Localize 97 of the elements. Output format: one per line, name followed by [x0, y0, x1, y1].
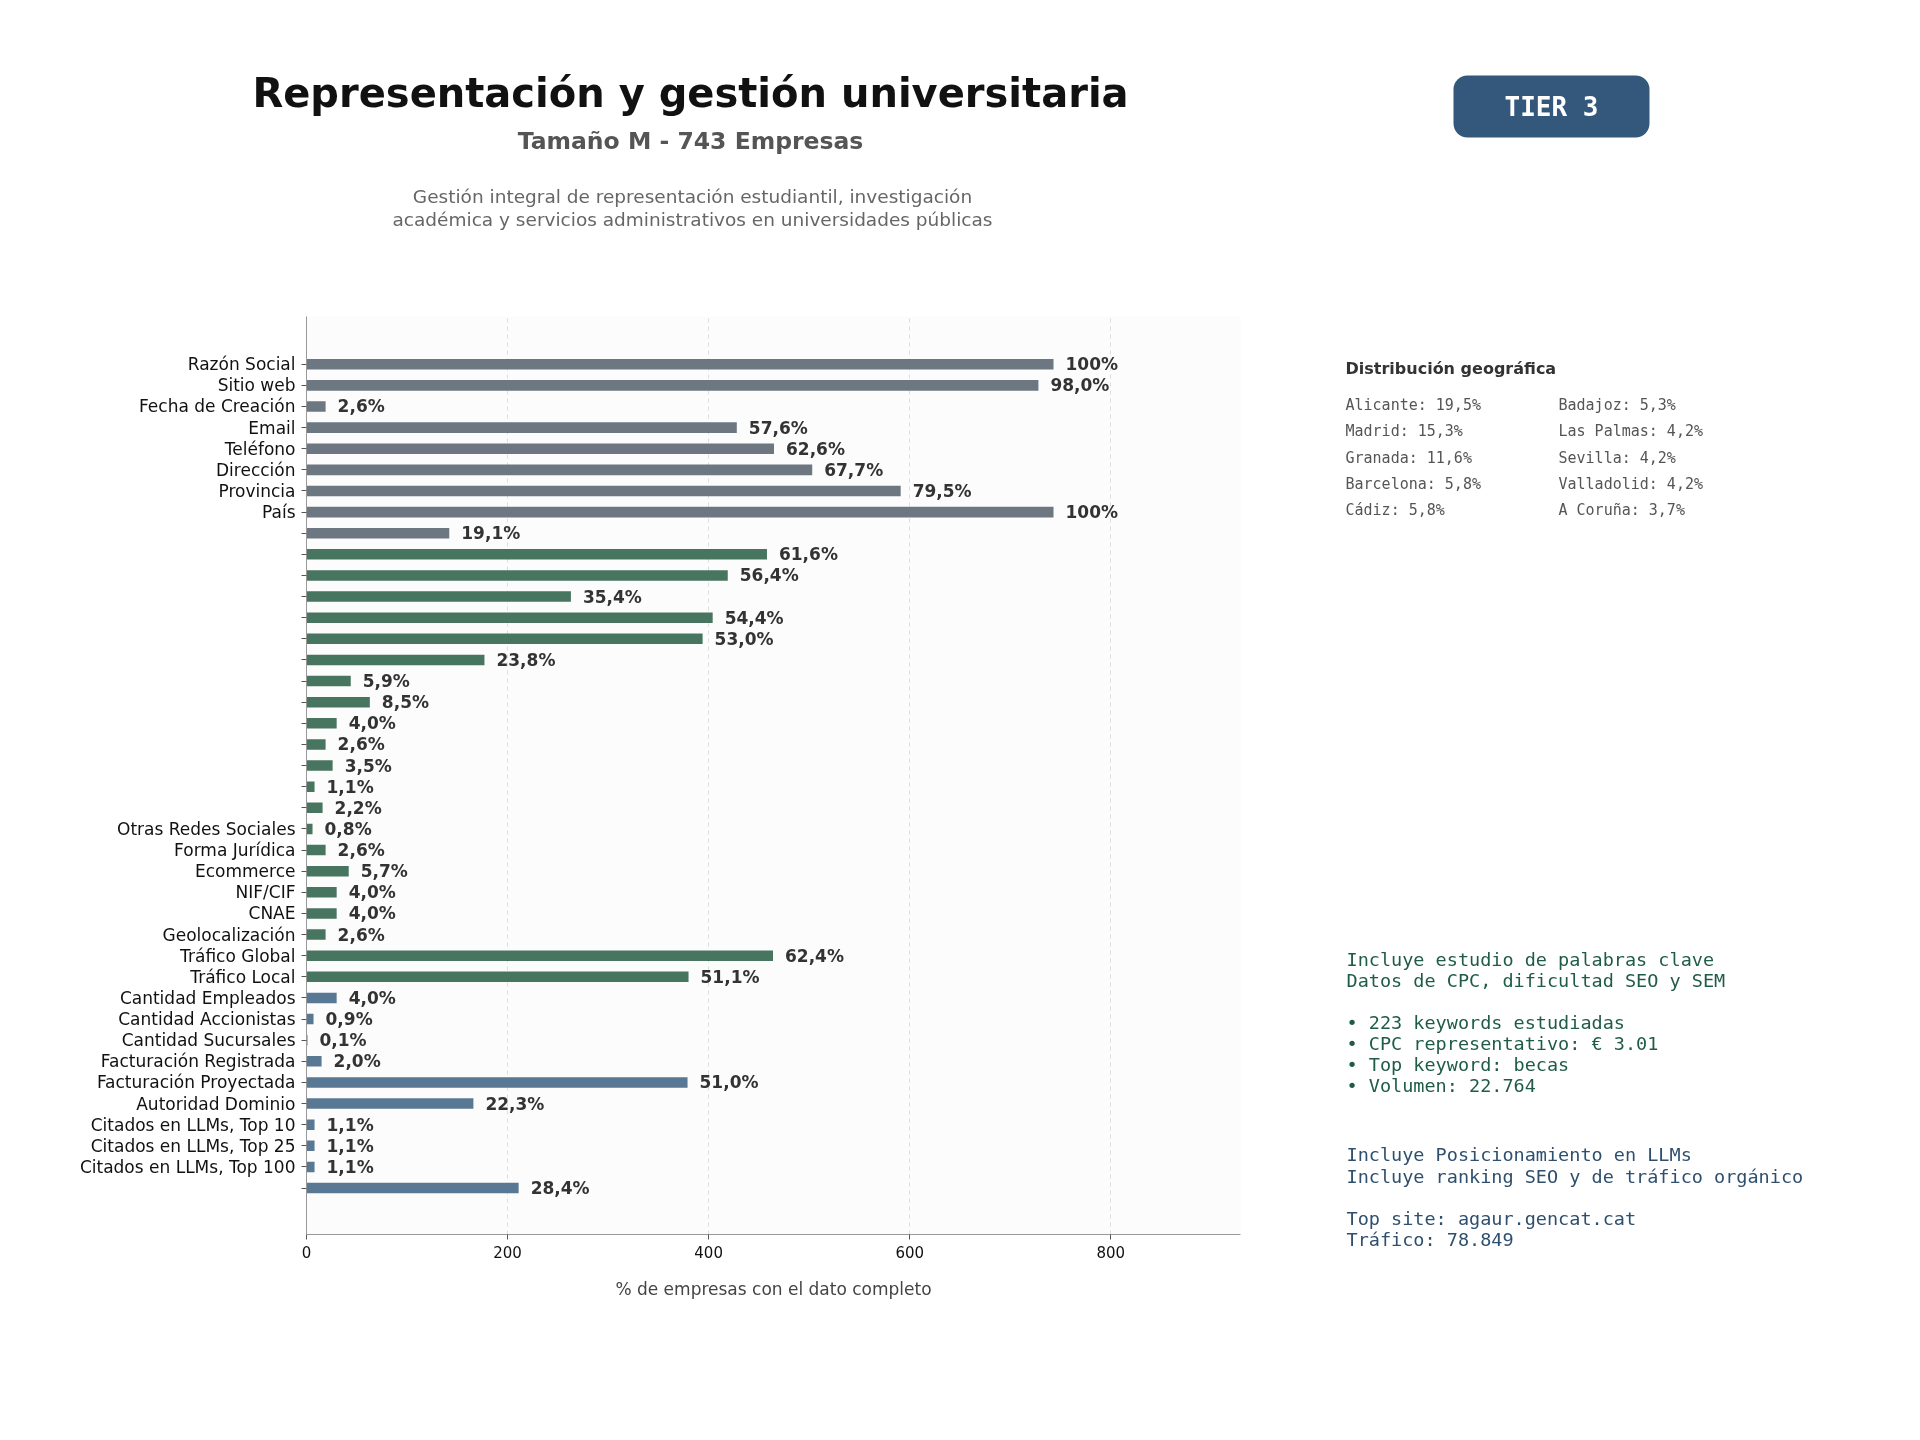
annotation: 4,0% [348, 882, 396, 903]
annotation: 100% [1065, 354, 1119, 375]
annotation: 1,1% [326, 1135, 374, 1156]
annotation: 57,6% [748, 417, 808, 438]
text: Datos de CPC, dificultad SEO y SEM [1346, 970, 1726, 991]
y-tick-label: Ecommerce [195, 861, 296, 882]
annotation: 61,6% [778, 544, 838, 565]
y-tick-label: Cantidad Accionistas [118, 1009, 296, 1030]
y-tick-label: País [262, 502, 296, 523]
annotation: 23,8% [496, 649, 556, 670]
text: Gestión integral de representación estudiantil, investigación [412, 186, 973, 207]
y-tick-label: Forma Jurídica [174, 840, 296, 861]
x-axis-title: % de empresas con el dato completo [615, 1278, 932, 1299]
annotation: 2,2% [334, 797, 382, 818]
text: TIER 3 [1504, 91, 1599, 122]
y-tick-label: Cantidad Sucursales [121, 1030, 296, 1051]
text: Alicante: 19,5% [1345, 395, 1481, 414]
annotation: 62,4% [785, 945, 844, 966]
chart-subtitle: Tamaño M - 743 Empresas [517, 126, 864, 155]
text: • CPC representativo: € 3.01 [1346, 1033, 1659, 1054]
annotation: 8,5% [381, 692, 429, 713]
text: Granada: 11,6% [1345, 448, 1472, 467]
text: Cádiz: 5,8% [1345, 500, 1445, 519]
annotation: 2,6% [337, 396, 385, 417]
annotation: 1,1% [326, 1156, 374, 1177]
annotation: 0,9% [325, 1009, 373, 1030]
text: • Volumen: 22.764 [1346, 1075, 1536, 1096]
annotation: 22,3% [485, 1093, 545, 1114]
annotation: 0,1% [319, 1030, 367, 1051]
annotation: 4,0% [348, 987, 396, 1008]
y-tick-label: Otras Redes Sociales [117, 818, 296, 839]
y-tick-label: Provincia [218, 480, 296, 501]
annotation: 5,9% [362, 671, 410, 692]
y-tick-label: Email [248, 417, 296, 438]
annotation: 98,0% [1050, 375, 1110, 396]
y-tick-label: CNAE [248, 903, 296, 924]
y-tick-label: Citados en LLMs, Top 10 [90, 1114, 296, 1135]
annotation: 4,0% [348, 903, 396, 924]
x-tick-label: 400 [694, 1243, 723, 1262]
annotation: 2,6% [337, 840, 385, 861]
annotation: 54,4% [724, 607, 784, 628]
x-tick-label: 0 [301, 1243, 312, 1262]
annotation: 1,1% [326, 1114, 374, 1135]
annotation: 1,1% [326, 776, 374, 797]
annotation: 51,1% [700, 966, 760, 987]
annotation: 79,5% [912, 480, 972, 501]
y-tick-label: NIF/CIF [235, 882, 296, 903]
text: • 223 keywords estudiadas [1346, 1012, 1625, 1033]
x-tick-label: 200 [493, 1243, 522, 1262]
text: Valladolid: 4,2% [1558, 474, 1703, 493]
annotation: 2,0% [333, 1051, 381, 1072]
text: Incluye ranking SEO y de tráfico orgánico [1346, 1166, 1804, 1187]
y-tick-label: Geolocalización [162, 924, 296, 945]
y-tick-label: Dirección [216, 459, 296, 480]
annotation: 0,8% [324, 818, 372, 839]
chart-title: Representación y gestión universitaria [252, 69, 1129, 116]
text: académica y servicios administrativos en universidades públicas [392, 209, 993, 230]
text: Distribución geográfica [1345, 359, 1557, 378]
y-tick-label: Teléfono [223, 438, 296, 459]
annotation: 100% [1065, 502, 1119, 523]
text: Tráfico: 78.849 [1346, 1229, 1514, 1250]
annotation: 19,1% [461, 523, 521, 544]
y-tick-label: Facturación Proyectada [96, 1072, 296, 1093]
text: Barcelona: 5,8% [1345, 474, 1481, 493]
annotation: 62,6% [786, 438, 845, 459]
y-tick-label: Sitio web [217, 375, 296, 396]
y-tick-label: Tráfico Global [179, 945, 296, 966]
text: Incluye Posicionamiento en LLMs [1346, 1144, 1692, 1165]
y-tick-label: Tráfico Local [189, 966, 296, 987]
text: A Coruña: 3,7% [1558, 500, 1685, 519]
x-tick-label: 600 [895, 1243, 925, 1262]
x-tick-label: 800 [1096, 1243, 1126, 1262]
annotation: 4,0% [348, 713, 396, 734]
annotation: 2,6% [337, 734, 385, 755]
y-tick-label: Facturación Registrada [100, 1051, 296, 1072]
annotation: 2,6% [337, 924, 385, 945]
annotation: 3,5% [344, 755, 392, 776]
annotation: 56,4% [739, 565, 799, 586]
text: Madrid: 15,3% [1345, 421, 1463, 440]
y-tick-label: Autoridad Dominio [136, 1093, 296, 1114]
y-tick-label: Fecha de Creación [138, 396, 296, 417]
annotation: 51,0% [699, 1072, 759, 1093]
text: Las Palmas: 4,2% [1558, 421, 1703, 440]
text: Incluye estudio de palabras clave [1346, 949, 1715, 970]
y-tick-label: Cantidad Empleados [119, 987, 296, 1008]
annotation: 67,7% [824, 459, 884, 480]
y-tick-label: Citados en LLMs, Top 25 [90, 1135, 296, 1156]
y-tick-label: Razón Social [187, 354, 296, 375]
text: • Top keyword: becas [1346, 1054, 1570, 1075]
text: Badajoz: 5,3% [1558, 395, 1676, 414]
annotation: 28,4% [530, 1178, 590, 1199]
text: Top site: agaur.gencat.cat [1346, 1208, 1637, 1229]
annotation: 35,4% [582, 586, 642, 607]
text: Sevilla: 4,2% [1558, 448, 1676, 467]
y-tick-label: Citados en LLMs, Top 100 [79, 1156, 296, 1177]
annotation: 53,0% [714, 628, 774, 649]
annotation: 5,7% [360, 861, 408, 882]
